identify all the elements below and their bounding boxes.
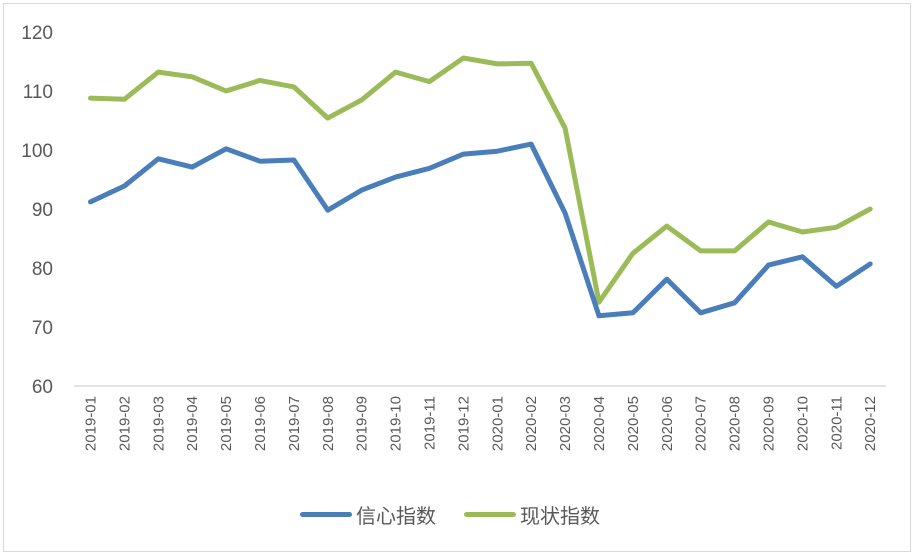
x-tick-label: 2020-03: [557, 396, 574, 451]
y-tick-label: 70: [32, 318, 53, 339]
x-axis: 2019-01 2019-02 2019-03 2019-04 2019-05 2019-…: [83, 396, 880, 451]
y-tick-label: 80: [32, 259, 53, 280]
legend: 信心指数 现状指数: [300, 500, 600, 529]
x-tick-label: 2020-10: [794, 396, 811, 451]
x-tick-label: 2020-02: [523, 396, 540, 451]
y-tick-label: 90: [32, 200, 53, 221]
legend-item-confidence: 信心指数: [300, 500, 436, 529]
x-tick-label: 2020-07: [693, 396, 710, 451]
legend-swatch-blue: [300, 512, 352, 517]
x-tick-label: 2019-05: [218, 396, 235, 451]
series-line: [88, 141, 873, 319]
x-tick-label: 2019-04: [184, 396, 201, 451]
x-tick-label: 2019-09: [354, 396, 371, 451]
x-tick-label: 2019-12: [455, 396, 472, 451]
legend-item-current: 现状指数: [464, 500, 600, 529]
x-tick-label: 2020-06: [659, 396, 676, 451]
x-tick-label: 2019-02: [116, 396, 133, 451]
series-lines: [88, 55, 873, 319]
y-tick-label: 110: [23, 82, 53, 103]
x-tick-label: 2020-08: [727, 396, 744, 451]
series-line: [88, 55, 873, 305]
legend-label: 信心指数: [356, 506, 436, 528]
x-tick-label: 2019-11: [422, 396, 439, 450]
y-tick-label: 100: [21, 141, 53, 162]
legend-swatch-green: [464, 512, 516, 517]
y-tick-label: 120: [21, 23, 53, 44]
x-tick-label: 2020-05: [625, 396, 642, 451]
y-tick-label: 60: [32, 377, 53, 398]
x-tick-label: 2020-09: [761, 396, 778, 451]
legend-label: 现状指数: [520, 506, 600, 528]
x-tick-label: 2019-01: [83, 396, 100, 451]
x-tick-label: 2019-07: [286, 396, 303, 451]
x-tick-label: 2020-12: [862, 396, 879, 451]
x-tick-label: 2019-06: [252, 396, 269, 451]
x-tick-label: 2019-10: [388, 396, 405, 451]
x-tick-label: 2019-03: [150, 396, 167, 451]
x-tick-label: 2019-08: [320, 396, 337, 451]
y-axis: 60 70 80 90 100 110 120: [21, 23, 53, 398]
x-tick-label: 2020-01: [489, 396, 506, 451]
x-tick-label: 2020-04: [591, 396, 608, 451]
x-tick-label: 2020-11: [828, 396, 845, 450]
